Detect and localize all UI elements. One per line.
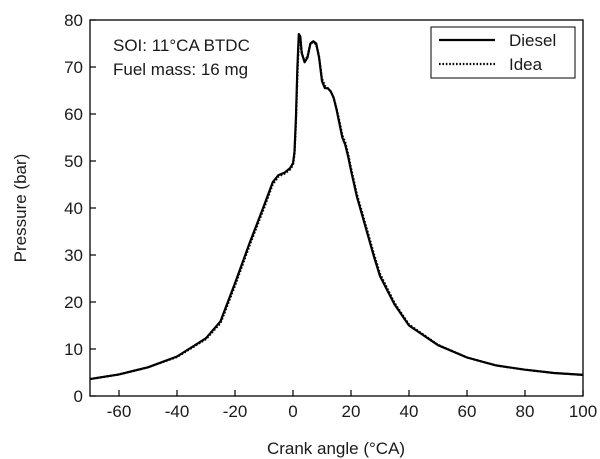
x-tick-label: 80 bbox=[516, 402, 535, 421]
y-tick-label: 80 bbox=[64, 11, 83, 30]
x-tick-label: -60 bbox=[107, 402, 132, 421]
y-tick-label: 50 bbox=[64, 152, 83, 171]
legend-box bbox=[430, 26, 576, 79]
x-tick-label: 20 bbox=[342, 402, 361, 421]
y-tick-label: 0 bbox=[74, 387, 83, 406]
x-tick-label: -40 bbox=[165, 402, 190, 421]
x-tick-label: 100 bbox=[569, 402, 597, 421]
legend-label-diesel: Diesel bbox=[509, 31, 556, 50]
x-tick-label: 60 bbox=[458, 402, 477, 421]
series-line-diesel bbox=[89, 32, 584, 381]
y-tick-label: 10 bbox=[64, 340, 83, 359]
y-tick-label: 40 bbox=[64, 199, 83, 218]
annotation-soi: SOI: 11°CA BTDC bbox=[113, 36, 250, 55]
series-line-idea bbox=[89, 37, 584, 381]
y-tick-label: 60 bbox=[64, 105, 83, 124]
y-tick-label: 30 bbox=[64, 246, 83, 265]
x-tick-label: -20 bbox=[223, 402, 248, 421]
y-tick-label: 20 bbox=[64, 293, 83, 312]
annotation-fuel-mass: Fuel mass: 16 mg bbox=[113, 60, 248, 79]
x-tick-label: 40 bbox=[400, 402, 419, 421]
ticks-layer: -60 -40 -20 0 20 40 60 80 100 0 10 20 30 40 50 60 70 80 bbox=[64, 11, 597, 421]
x-axis-title: Crank angle (°CA) bbox=[267, 439, 405, 458]
y-tick-label: 70 bbox=[64, 58, 83, 77]
legend-label-idea: Idea bbox=[509, 55, 543, 74]
x-tick-label: 0 bbox=[288, 402, 297, 421]
legend: Diesel Idea bbox=[430, 26, 576, 79]
y-axis-title: Pressure (bar) bbox=[11, 154, 30, 263]
series-layer bbox=[89, 32, 584, 381]
